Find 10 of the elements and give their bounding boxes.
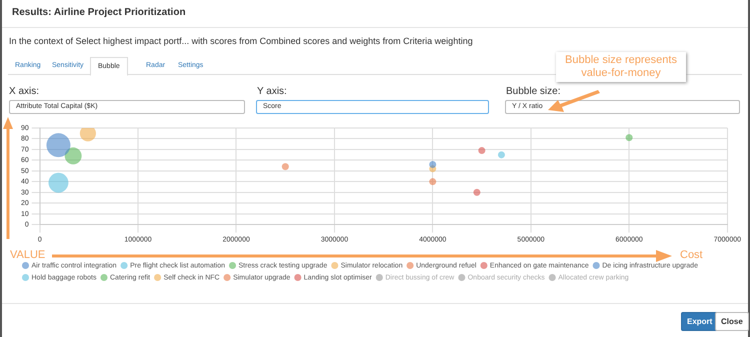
text: X axis: — [9, 86, 40, 97]
text: Export — [681, 312, 718, 331]
text: Y axis: — [257, 86, 287, 97]
text: Bubble size: — [506, 86, 560, 97]
text: Cost — [680, 249, 703, 261]
text: Close — [715, 312, 749, 331]
chart-title: Results: Airline Project Prioritization — [12, 7, 186, 18]
text: Bubble size represents value-for-money — [556, 52, 686, 82]
text: VALUE — [10, 249, 46, 261]
chart-subtitle: In the context of Select highest impact portf... with scores from Combined scores and weights from Criteria weighting — [9, 36, 473, 46]
